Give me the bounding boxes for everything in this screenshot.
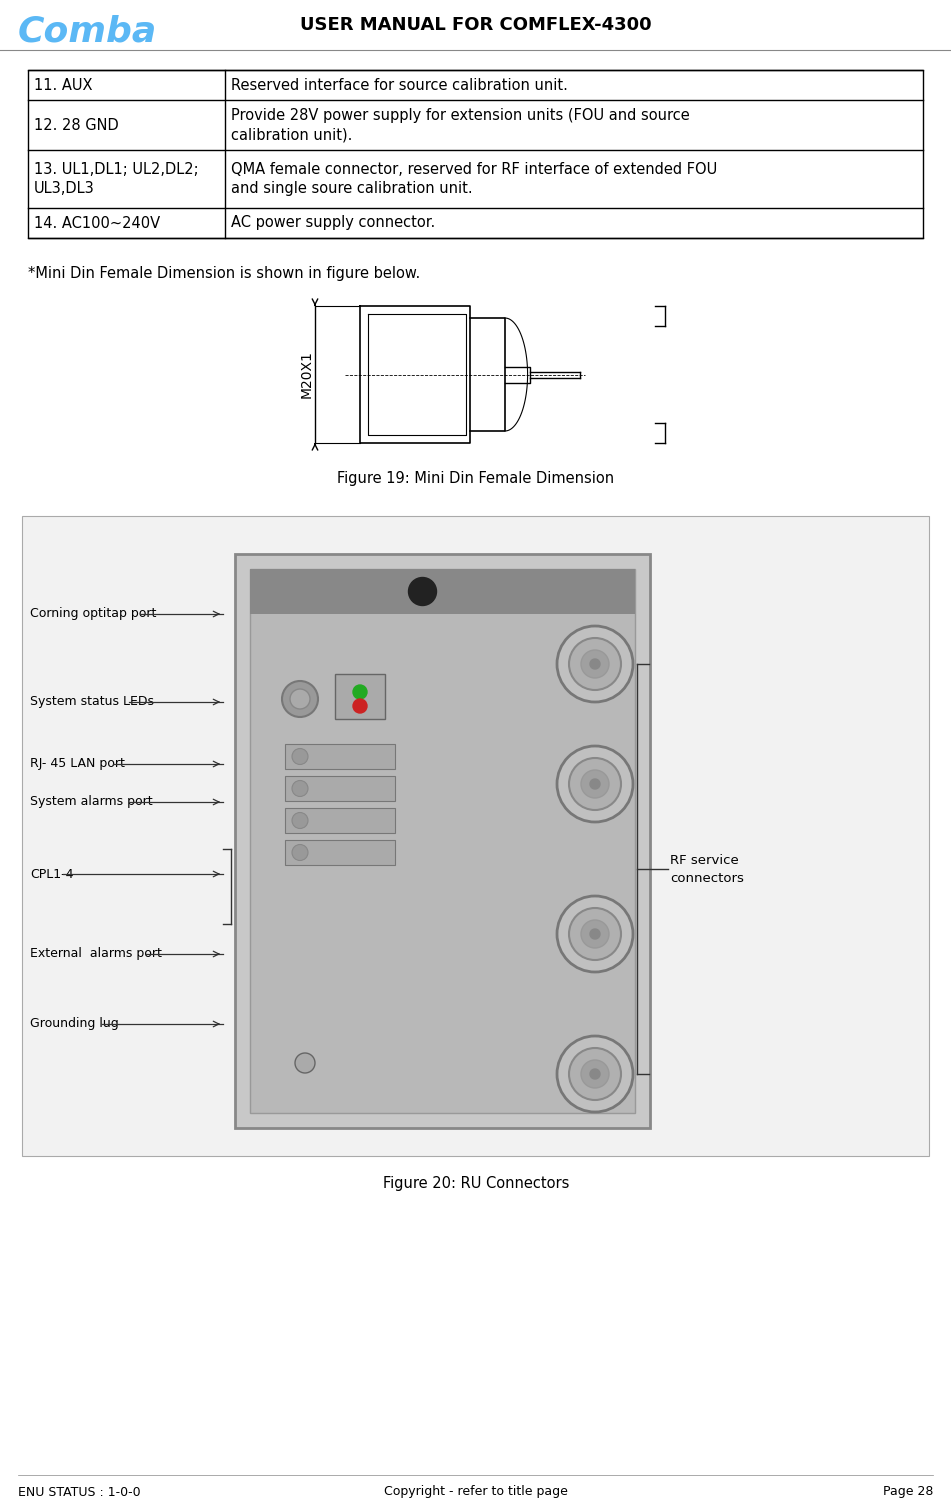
Circle shape (581, 920, 609, 948)
Circle shape (409, 577, 437, 606)
Bar (250, 569, 635, 615)
Text: Figure 19: Mini Din Female Dimension: Figure 19: Mini Din Female Dimension (338, 471, 614, 486)
Circle shape (557, 627, 633, 702)
Text: CPL1-4: CPL1-4 (30, 868, 73, 880)
Text: 11. AUX: 11. AUX (34, 77, 92, 92)
Circle shape (292, 812, 308, 829)
Circle shape (557, 746, 633, 821)
Circle shape (581, 649, 609, 678)
Text: ENU STATUS : 1-0-0: ENU STATUS : 1-0-0 (18, 1486, 141, 1498)
Circle shape (569, 758, 621, 809)
Circle shape (353, 699, 367, 713)
Circle shape (590, 929, 600, 939)
Bar (22, 516, 929, 1157)
Circle shape (569, 1048, 621, 1099)
Bar (28, 69, 923, 239)
Circle shape (557, 895, 633, 972)
Bar (285, 808, 395, 834)
Text: Corning optitap port: Corning optitap port (30, 607, 156, 621)
Text: M20X1: M20X1 (300, 350, 314, 399)
Circle shape (292, 844, 308, 861)
Text: System status LEDs: System status LEDs (30, 696, 154, 708)
Text: System alarms port: System alarms port (30, 796, 152, 808)
Text: Comba: Comba (18, 15, 157, 48)
Circle shape (581, 770, 609, 797)
Circle shape (295, 1052, 315, 1074)
Text: RJ- 45 LAN port: RJ- 45 LAN port (30, 758, 125, 770)
Circle shape (590, 779, 600, 790)
Circle shape (590, 658, 600, 669)
Circle shape (569, 908, 621, 960)
Circle shape (569, 639, 621, 690)
Text: USER MANUAL FOR COMFLEX-4300: USER MANUAL FOR COMFLEX-4300 (300, 17, 651, 35)
Bar (285, 776, 395, 800)
Text: External  alarms port: External alarms port (30, 947, 162, 960)
Text: Page 28: Page 28 (883, 1486, 933, 1498)
Text: RF service
connectors: RF service connectors (670, 853, 744, 885)
Text: QMA female connector, reserved for RF interface of extended FOU
and single soure: QMA female connector, reserved for RF in… (231, 162, 717, 196)
Bar (250, 569, 635, 1113)
Circle shape (353, 686, 367, 699)
Circle shape (290, 689, 310, 710)
Text: Grounding lug: Grounding lug (30, 1018, 119, 1030)
Text: 14. AC100~240V: 14. AC100~240V (34, 216, 160, 231)
Bar (285, 744, 395, 769)
Text: Copyright - refer to title page: Copyright - refer to title page (384, 1486, 568, 1498)
Bar (235, 554, 650, 1128)
Circle shape (292, 781, 308, 796)
Circle shape (292, 749, 308, 764)
Bar (335, 673, 385, 719)
Circle shape (581, 1060, 609, 1089)
Bar (285, 840, 395, 865)
Text: 12. 28 GND: 12. 28 GND (34, 118, 119, 133)
Text: 13. UL1,DL1; UL2,DL2;
UL3,DL3: 13. UL1,DL1; UL2,DL2; UL3,DL3 (34, 162, 199, 196)
Circle shape (590, 1069, 600, 1080)
Circle shape (282, 681, 318, 717)
Text: Reserved interface for source calibration unit.: Reserved interface for source calibratio… (231, 77, 568, 92)
Text: AC power supply connector.: AC power supply connector. (231, 216, 436, 231)
Text: *Mini Din Female Dimension is shown in figure below.: *Mini Din Female Dimension is shown in f… (28, 266, 420, 281)
Circle shape (557, 1036, 633, 1111)
Text: Provide 28V power supply for extension units (FOU and source
calibration unit).: Provide 28V power supply for extension u… (231, 107, 689, 142)
Text: Figure 20: RU Connectors: Figure 20: RU Connectors (383, 1176, 570, 1191)
